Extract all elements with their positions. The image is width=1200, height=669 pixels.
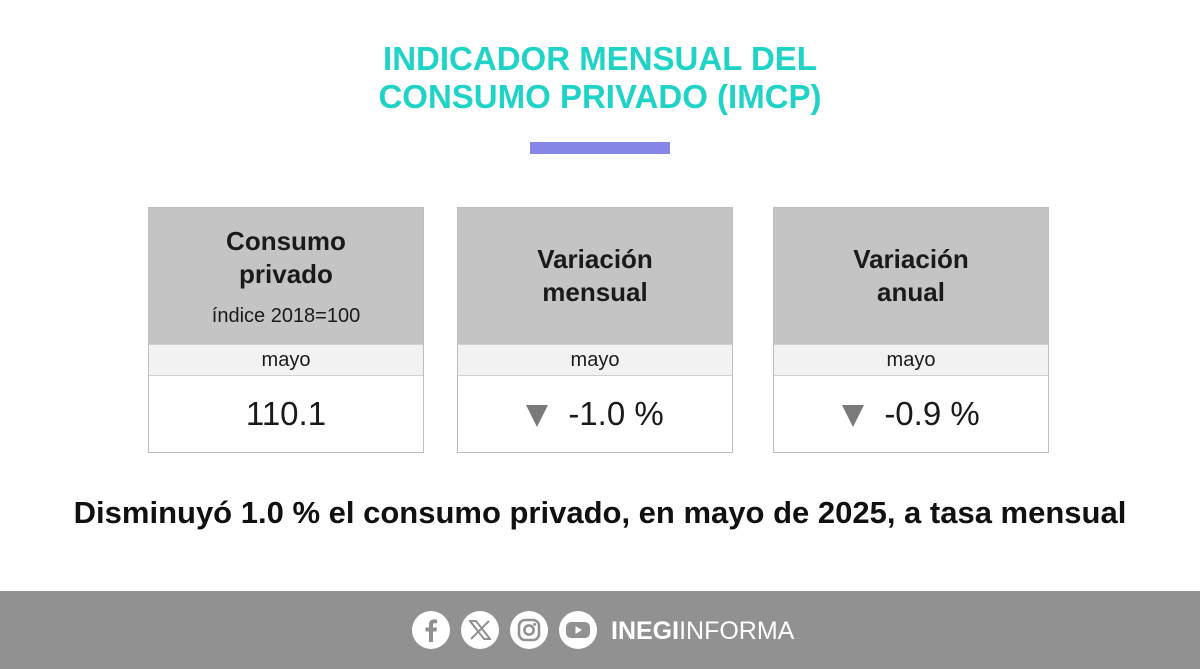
card-subheading: índice 2018=100 xyxy=(211,304,361,327)
card-heading-line-1: Variación xyxy=(537,244,653,274)
facebook-icon[interactable] xyxy=(412,611,450,649)
card-heading: Consumo privado xyxy=(226,225,346,291)
card-period: mayo xyxy=(149,344,423,376)
title-accent-bar xyxy=(530,142,670,154)
card-value-box: 110.1 xyxy=(149,376,423,452)
social-icons xyxy=(412,610,608,650)
youtube-icon[interactable] xyxy=(559,611,597,649)
card-heading-line-2: mensual xyxy=(542,277,648,307)
card-heading: Variación mensual xyxy=(537,243,653,309)
down-triangle-icon xyxy=(526,405,549,427)
footer-bar xyxy=(0,591,1200,669)
card-period: mayo xyxy=(774,344,1048,376)
card-variacion-anual: Variación anual mayo -0.9 % xyxy=(773,207,1049,453)
card-header: Consumo privado índice 2018=100 xyxy=(149,208,423,344)
card-variacion-mensual: Variación mensual mayo -1.0 % xyxy=(457,207,733,453)
headline: Disminuyó 1.0 % el consumo privado, en m… xyxy=(73,495,1127,530)
card-header: Variación anual xyxy=(774,208,1048,344)
card-value-box: -0.9 % xyxy=(774,376,1048,452)
card-heading-line-1: Variación xyxy=(853,244,969,274)
card-value: 110.1 xyxy=(245,395,327,432)
brand-regular: INFORMA xyxy=(679,617,795,645)
x-icon[interactable] xyxy=(461,611,499,649)
card-header: Variación mensual xyxy=(458,208,732,344)
card-value-box: -1.0 % xyxy=(458,376,732,452)
card-heading: Variación anual xyxy=(853,243,969,309)
inegi-informa-logo: INEGIINFORMA xyxy=(611,616,794,646)
card-value: -0.9 % xyxy=(884,395,980,432)
title-line-1: INDICADOR MENSUAL DEL xyxy=(383,40,817,77)
card-heading-line-1: Consumo xyxy=(226,225,346,256)
down-triangle-icon xyxy=(842,405,865,427)
card-value: -1.0 % xyxy=(568,395,664,432)
brand-bold: INEGI xyxy=(611,617,680,645)
card-heading-line-2: anual xyxy=(877,277,945,307)
page-title: INDICADOR MENSUAL DEL CONSUMO PRIVADO (I… xyxy=(0,40,1200,116)
card-heading-line-2: privado xyxy=(239,258,333,289)
instagram-icon[interactable] xyxy=(510,611,548,649)
card-consumo-privado: Consumo privado índice 2018=100 mayo 110… xyxy=(148,207,424,453)
card-period: mayo xyxy=(458,344,732,376)
title-line-2: CONSUMO PRIVADO (IMCP) xyxy=(378,78,822,115)
